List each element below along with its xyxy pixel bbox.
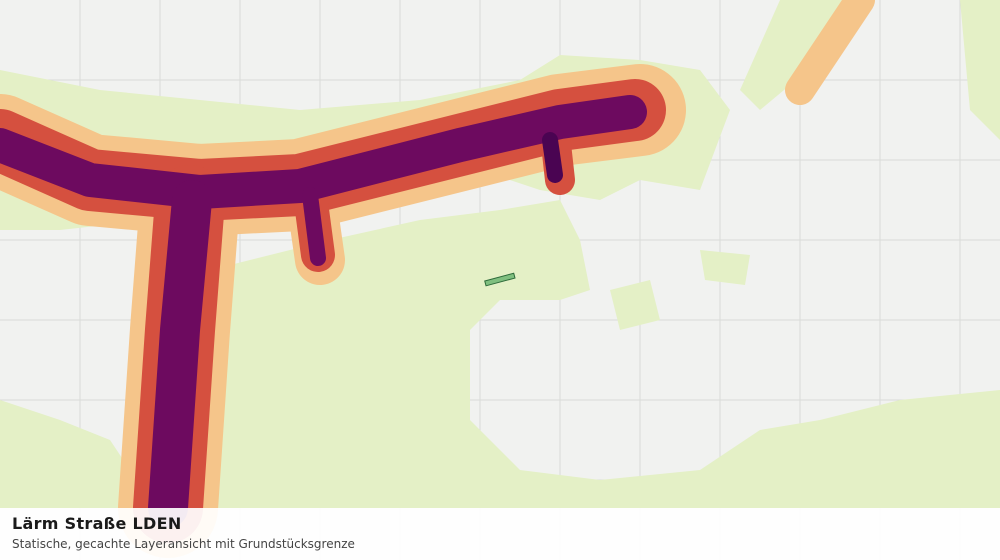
noise-roads	[0, 0, 875, 558]
layer-subtitle: Statische, gecachte Layeransicht mit Gru…	[12, 537, 355, 551]
info-panel: Lärm Straße LDEN Statische, gecachte Lay…	[0, 508, 1000, 560]
layer-title: Lärm Straße LDEN	[12, 514, 182, 533]
parcel-boundary	[484, 272, 516, 287]
